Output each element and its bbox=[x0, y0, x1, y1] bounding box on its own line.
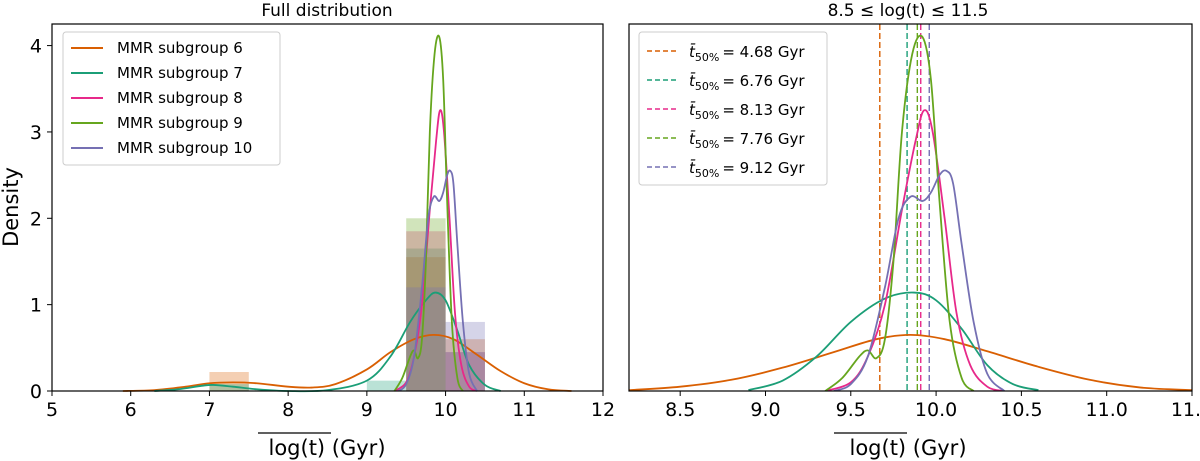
right-x-ticks: 8.5 9.0 9.5 10.0 10.5 11.0 11.5 bbox=[665, 391, 1200, 421]
median-legend-label-subgroup-10: t̄50% = 9.12 Gyr bbox=[689, 158, 805, 180]
left-plot-frame bbox=[51, 23, 604, 392]
right-x-tick-label: 11.0 bbox=[1086, 399, 1128, 421]
right-panel: 8.5 ≤ log(t) ≤ 11.5 8.5 9.0 9.5 10.0 10.5 11.… bbox=[628, 1, 1200, 460]
left-histograms bbox=[209, 218, 485, 391]
left-x-tick-label: 5 bbox=[46, 399, 58, 421]
left-x-axis-title: log(t) (Gyr) bbox=[268, 436, 385, 460]
left-x-tick-label: 9 bbox=[361, 399, 373, 421]
legend-label-subgroup-8: MMR subgroup 8 bbox=[117, 89, 243, 107]
right-median-lines bbox=[879, 24, 930, 391]
left-y-ticks: 0 1 2 3 4 bbox=[30, 36, 52, 403]
right-x-tick-label: 10.0 bbox=[915, 399, 957, 421]
right-legend-box bbox=[638, 31, 828, 186]
right-plot-frame bbox=[628, 23, 1193, 392]
right-panel-title: 8.5 ≤ log(t) ≤ 11.5 bbox=[828, 1, 989, 21]
legend-label-subgroup-9: MMR subgroup 9 bbox=[117, 114, 243, 132]
left-y-axis-title: Density bbox=[0, 167, 23, 247]
left-x-tick-label: 12 bbox=[591, 399, 615, 421]
right-legend: t̄50% = 4.68 Gyr t̄50% = 6.76 Gyr t̄50% = 8.1… bbox=[638, 31, 828, 186]
left-x-tick-label: 10 bbox=[433, 399, 457, 421]
left-y-tick-label: 2 bbox=[30, 208, 42, 230]
histogram-bar-subgroup-7 bbox=[366, 380, 407, 391]
right-x-axis-title: log(t) (Gyr) bbox=[849, 436, 966, 460]
left-x-ticks: 5 6 7 8 9 10 11 12 bbox=[46, 391, 615, 421]
kde-curve-subgroup-7 bbox=[154, 291, 501, 393]
left-y-tick-label: 4 bbox=[30, 36, 42, 58]
kde-curve-subgroup-10 bbox=[397, 169, 478, 392]
legend-label-subgroup-7: MMR subgroup 7 bbox=[117, 64, 243, 82]
right-x-tick-label: 8.5 bbox=[665, 399, 695, 421]
left-legend-box bbox=[62, 31, 281, 166]
left-panel-title: Full distribution bbox=[261, 1, 392, 21]
histogram-bar-subgroup-8 bbox=[445, 352, 485, 391]
left-y-tick-label: 3 bbox=[30, 122, 42, 144]
kde-curve-right-subgroup-6 bbox=[629, 333, 1192, 391]
left-y-tick-label: 1 bbox=[30, 295, 42, 317]
legend-label-subgroup-6: MMR subgroup 6 bbox=[117, 39, 243, 57]
left-legend: MMR subgroup 6 MMR subgroup 7 MMR subgroup… bbox=[62, 31, 281, 166]
kde-curve-right-subgroup-10 bbox=[833, 169, 1005, 391]
left-y-tick-label: 0 bbox=[30, 381, 42, 403]
median-legend-label-subgroup-8: t̄50% = 8.13 Gyr bbox=[689, 100, 805, 122]
legend-label-subgroup-10: MMR subgroup 10 bbox=[117, 139, 252, 157]
histogram-bar-subgroup-7 bbox=[209, 384, 249, 391]
left-x-tick-label: 11 bbox=[512, 399, 536, 421]
median-legend-label-subgroup-9: t̄50% = 7.76 Gyr bbox=[689, 129, 805, 151]
kde-curve-subgroup-9 bbox=[393, 34, 464, 392]
kde-curve-subgroup-6 bbox=[122, 333, 572, 392]
right-kde-curves bbox=[629, 34, 1192, 391]
left-kde-curves bbox=[122, 34, 572, 393]
right-x-tick-label: 9.0 bbox=[750, 399, 780, 421]
median-legend-label-subgroup-7: t̄50% = 6.76 Gyr bbox=[689, 71, 805, 93]
right-x-tick-label: 11.5 bbox=[1171, 399, 1200, 421]
left-x-tick-label: 7 bbox=[203, 399, 215, 421]
kde-curve-right-subgroup-9 bbox=[824, 34, 975, 391]
right-x-tick-label: 9.5 bbox=[836, 399, 866, 421]
histogram-bar-subgroup-7 bbox=[445, 352, 485, 391]
median-legend-label-subgroup-6: t̄50% = 4.68 Gyr bbox=[689, 42, 805, 64]
kde-curve-right-subgroup-7 bbox=[748, 291, 1039, 391]
left-x-tick-label: 6 bbox=[125, 399, 137, 421]
left-x-tick-label: 8 bbox=[282, 399, 294, 421]
right-x-tick-label: 10.5 bbox=[1000, 399, 1042, 421]
